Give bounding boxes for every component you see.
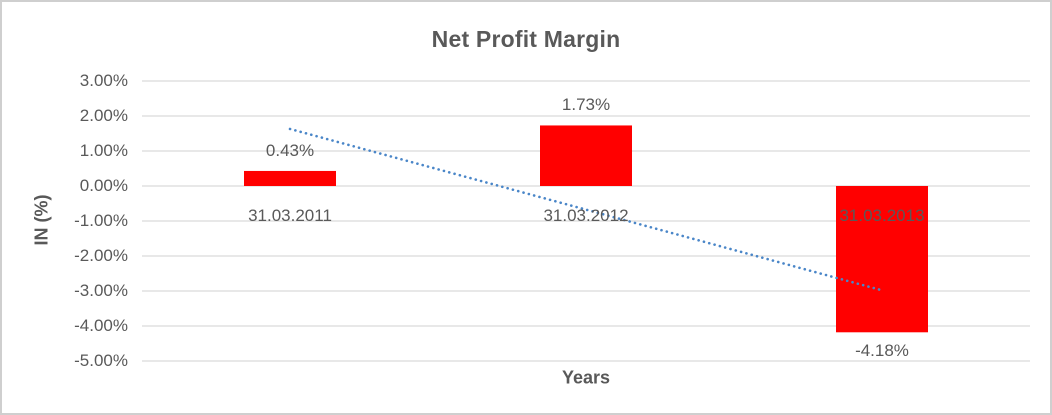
- y-tick-label: 1.00%: [79, 141, 128, 160]
- category-label: 31.03.2011: [248, 206, 332, 225]
- x-axis-title: Years: [561, 367, 611, 388]
- y-tick-label: 3.00%: [79, 71, 128, 90]
- bar-31.03.2011: [244, 170, 336, 186]
- data-label: 1.73%: [561, 95, 611, 115]
- data-label: 0.43%: [265, 140, 315, 160]
- bar-31.03.2012: [540, 125, 632, 186]
- category-label: 31.03.2012: [543, 206, 629, 225]
- category-label: 31.03.2013: [839, 206, 925, 225]
- y-tick-label: 0.00%: [79, 176, 128, 195]
- y-tick-label: -4.00%: [74, 316, 128, 335]
- trendline: [288, 127, 884, 292]
- data-label: -4.18%: [855, 341, 909, 361]
- y-tick-label: -3.00%: [74, 281, 128, 300]
- y-tick-label: 2.00%: [79, 106, 128, 125]
- y-tick-label: -1.00%: [74, 211, 128, 230]
- y-tick-label: -2.00%: [74, 246, 128, 265]
- bar-31.03.2013: [836, 186, 928, 333]
- chart-title: Net Profit Margin: [431, 26, 621, 52]
- y-tick-label: -5.00%: [74, 351, 128, 370]
